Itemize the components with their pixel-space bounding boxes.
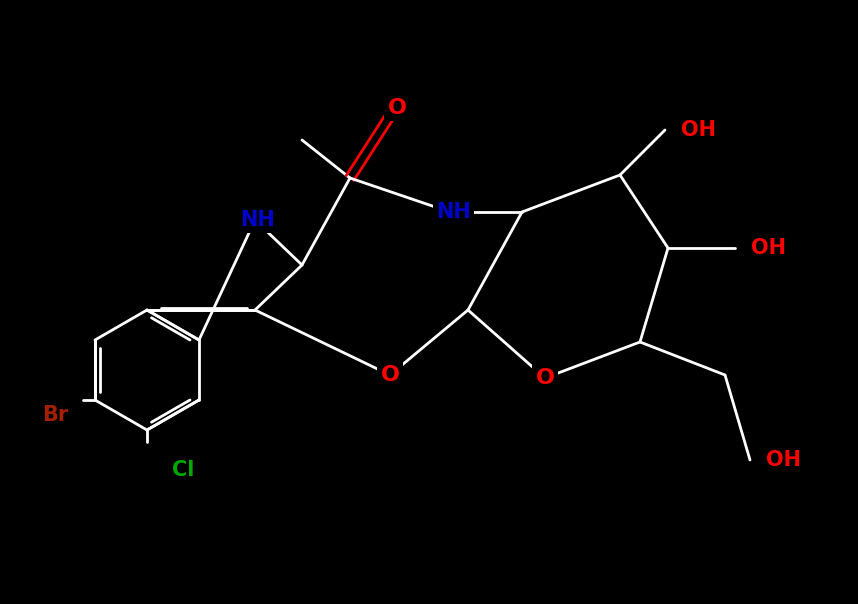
Text: NH: NH (240, 210, 275, 230)
Text: Br: Br (42, 405, 68, 425)
Text: OH: OH (766, 450, 801, 470)
Text: Cl: Cl (172, 460, 194, 480)
Text: O: O (535, 368, 554, 388)
Text: OH: OH (681, 120, 716, 140)
Text: NH: NH (436, 202, 470, 222)
Text: O: O (388, 98, 407, 118)
Text: OH: OH (751, 238, 786, 258)
Text: O: O (380, 365, 400, 385)
